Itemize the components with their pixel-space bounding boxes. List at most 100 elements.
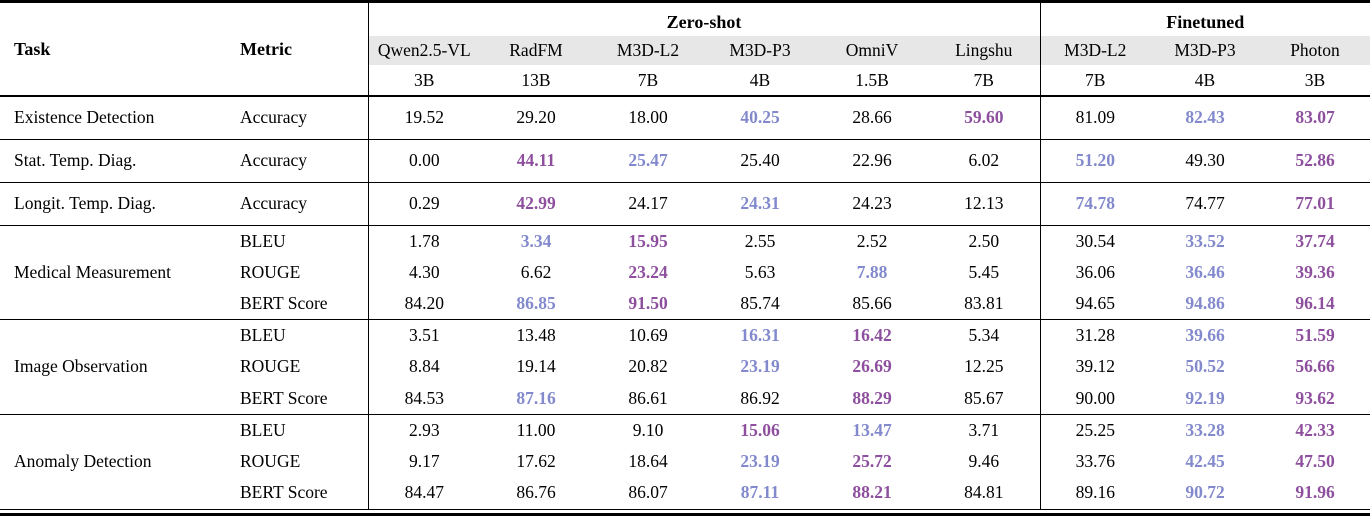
value-cell: 86.92 bbox=[740, 387, 780, 408]
table-row: BERT Score 84.20 86.85 91.50 85.74 85.66 83.81… bbox=[0, 288, 1370, 320]
group-header-row: Task Metric Zero-shot Finetuned bbox=[0, 3, 1370, 96]
value-cell-second: 36.46 bbox=[1185, 261, 1225, 282]
value-cell-second: 92.19 bbox=[1185, 387, 1225, 408]
model-size-zero-shot-omniv: 1.5B bbox=[855, 69, 889, 90]
value-cell: 30.54 bbox=[1040, 224, 1151, 257]
value-cell-second: 90.72 bbox=[1185, 482, 1225, 503]
task-cell: Stat. Temp. Diag. bbox=[0, 138, 226, 182]
value-cell: 17.62 bbox=[516, 450, 556, 471]
task-cell: Medical Measurement bbox=[0, 224, 226, 320]
value-cell: 8.84 bbox=[408, 356, 440, 377]
value-cell: 84.20 bbox=[404, 293, 444, 313]
task-cell: Longit. Temp. Diag. bbox=[0, 181, 226, 225]
value-cell: 86.07 bbox=[628, 482, 668, 503]
metric-cell: BERT Score bbox=[226, 477, 369, 509]
group-header-zero-shot: Zero-shot bbox=[368, 3, 1041, 36]
value-cell: 36.06 bbox=[1075, 261, 1115, 282]
value-cell-second: 33.28 bbox=[1150, 413, 1261, 446]
metric-column-header: Metric bbox=[226, 3, 369, 96]
value-cell: 19.52 bbox=[368, 95, 480, 139]
value-cell: 74.77 bbox=[1150, 181, 1261, 225]
model-size-zero-shot-m3d-p3: 4B bbox=[749, 69, 771, 90]
value-cell-second: 74.78 bbox=[1040, 181, 1151, 225]
table-row: ROUGE 4.30 6.62 23.24 5.63 7.88 5.45 36.06 36.46… bbox=[0, 256, 1370, 288]
value-cell-best: 93.62 bbox=[1295, 387, 1335, 408]
section-medical-measurement: Medical Measurement BLEU 1.78 3.34 15.95 2.55… bbox=[0, 224, 1370, 320]
value-cell-second: 33.52 bbox=[1150, 224, 1261, 257]
value-cell: 10.69 bbox=[592, 319, 704, 351]
value-cell: 39.12 bbox=[1075, 356, 1115, 377]
value-cell: 2.93 bbox=[368, 413, 480, 446]
metric-cell: BLEU bbox=[226, 413, 369, 446]
value-cell-second: 16.31 bbox=[704, 319, 816, 351]
value-cell: 89.16 bbox=[1075, 482, 1115, 503]
value-cell-second: 82.43 bbox=[1150, 95, 1261, 139]
value-cell: 5.63 bbox=[744, 261, 776, 282]
value-cell: 84.47 bbox=[404, 482, 444, 503]
model-header-finetuned-m3d-p3: M3D-P3 bbox=[1150, 36, 1261, 65]
metric-cell: ROUGE bbox=[226, 351, 369, 383]
value-cell: 11.00 bbox=[480, 413, 592, 446]
value-cell: 19.14 bbox=[516, 356, 556, 377]
value-cell-best: 47.50 bbox=[1295, 450, 1335, 471]
value-cell-second: 51.20 bbox=[1040, 138, 1151, 182]
value-cell: 84.81 bbox=[928, 477, 1041, 509]
value-cell: 0.29 bbox=[368, 181, 480, 225]
value-cell: 0.00 bbox=[368, 138, 480, 182]
value-cell: 2.55 bbox=[704, 224, 816, 257]
value-cell: 24.17 bbox=[592, 181, 704, 225]
value-cell-best: 51.59 bbox=[1260, 319, 1370, 351]
model-size-zero-shot-radfm: 13B bbox=[521, 69, 551, 90]
table-row: Image Observation BLEU 3.51 13.48 10.69 16.31… bbox=[0, 319, 1370, 414]
value-cell: 85.66 bbox=[852, 293, 892, 313]
table-row: Longit. Temp. Diag. Accuracy 0.29 42.99 24.1… bbox=[0, 181, 1370, 225]
value-cell-second: 23.19 bbox=[740, 356, 780, 377]
value-cell: 85.67 bbox=[928, 382, 1041, 414]
value-cell-second: 23.19 bbox=[740, 450, 780, 471]
value-cell-second: 50.52 bbox=[1185, 356, 1225, 377]
model-header-zero-shot-radfm: RadFM bbox=[480, 36, 592, 65]
metric-cell: ROUGE bbox=[226, 445, 369, 477]
value-cell-second: 13.47 bbox=[816, 413, 928, 446]
value-cell-best: 16.42 bbox=[816, 319, 928, 351]
value-cell: 33.76 bbox=[1075, 450, 1115, 471]
value-cell-second: 25.47 bbox=[592, 138, 704, 182]
table-row: Stat. Temp. Diag. Accuracy 0.00 44.11 25.47 2… bbox=[0, 138, 1370, 182]
value-cell-best: 83.07 bbox=[1260, 95, 1370, 139]
value-cell-best: 56.66 bbox=[1295, 356, 1335, 377]
metric-cell: BLEU bbox=[226, 319, 369, 351]
value-cell: 1.78 bbox=[368, 224, 480, 257]
model-size-zero-shot-lingshu: 7B bbox=[928, 65, 1041, 96]
model-size-finetuned-photon: 3B bbox=[1304, 69, 1326, 90]
value-cell: 18.00 bbox=[592, 95, 704, 139]
value-cell: 81.09 bbox=[1040, 95, 1151, 139]
value-cell-second: 42.45 bbox=[1185, 450, 1225, 471]
value-cell-best: 25.72 bbox=[852, 450, 892, 471]
value-cell: 84.53 bbox=[404, 387, 444, 408]
group-header-finetuned: Finetuned bbox=[1166, 11, 1245, 32]
value-cell: 25.40 bbox=[704, 138, 816, 182]
value-cell-best: 42.33 bbox=[1260, 413, 1370, 446]
metric-cell: Accuracy bbox=[226, 95, 369, 139]
value-cell: 12.13 bbox=[928, 181, 1041, 225]
value-cell: 29.20 bbox=[480, 95, 592, 139]
value-cell-second: 94.86 bbox=[1185, 293, 1225, 313]
value-cell-best: 39.36 bbox=[1295, 261, 1335, 282]
value-cell-second: 86.85 bbox=[516, 293, 556, 313]
value-cell-best: 23.24 bbox=[628, 261, 668, 282]
value-cell-best: 15.95 bbox=[592, 224, 704, 257]
table-row: Medical Measurement BLEU 1.78 3.34 15.95 2.55… bbox=[0, 224, 1370, 320]
value-cell-second: 7.88 bbox=[856, 261, 888, 282]
metric-cell: ROUGE bbox=[226, 256, 369, 288]
value-cell: 31.28 bbox=[1040, 319, 1151, 351]
value-cell-best: 96.14 bbox=[1295, 293, 1335, 313]
value-cell: 6.62 bbox=[520, 261, 552, 282]
value-cell-best: 42.99 bbox=[480, 181, 592, 225]
value-cell: 9.46 bbox=[928, 445, 1041, 477]
value-cell-best: 88.29 bbox=[852, 387, 892, 408]
model-size-row: 3B 13B 7B 4B 1.5B 7B 7B 4B 3B bbox=[0, 65, 1370, 96]
value-cell: 5.45 bbox=[928, 256, 1041, 288]
value-cell: 13.48 bbox=[480, 319, 592, 351]
value-cell: 4.30 bbox=[408, 261, 440, 282]
model-header-finetuned-photon: Photon bbox=[1260, 36, 1370, 65]
